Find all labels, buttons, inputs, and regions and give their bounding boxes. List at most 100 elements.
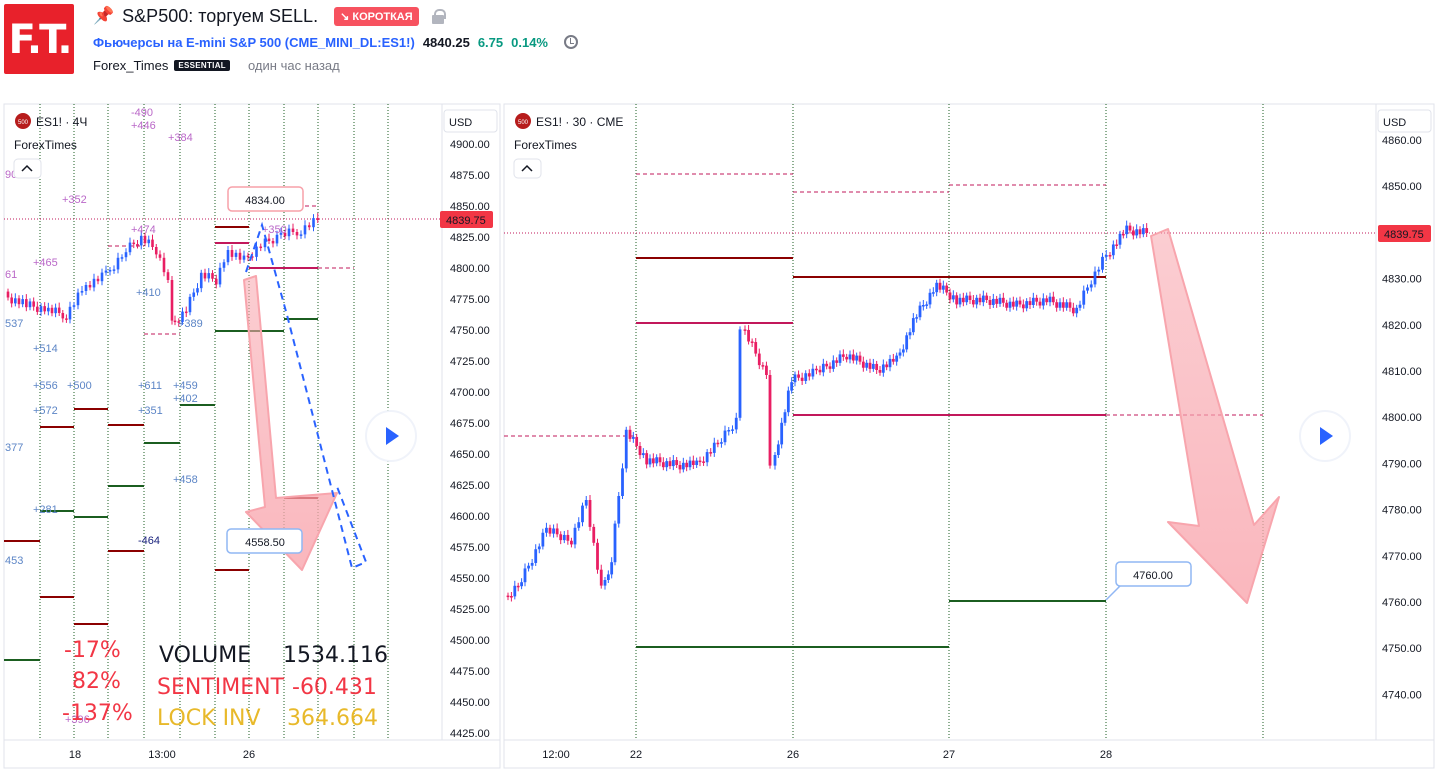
right-candle (918, 305, 922, 318)
right-candle (1025, 301, 1029, 309)
right-candle (562, 534, 566, 541)
right-price-tick-0: 4860.00 (1382, 135, 1422, 147)
right-candle (1035, 297, 1039, 302)
vol-label-5: +556 (33, 380, 58, 392)
left-time-axis[interactable]: 18 13:00 26 (69, 749, 255, 761)
title-row: 📌 S&P500: торгуем SELL. ↘ КОРОТКАЯ (93, 5, 446, 27)
right-candle (734, 417, 738, 430)
right-candle (895, 355, 899, 362)
left-candle (295, 232, 299, 236)
left-price-tick-6: 4750.00 (450, 325, 490, 337)
left-candle (214, 278, 218, 285)
right-candle (577, 522, 581, 528)
right-candle (720, 442, 723, 444)
left-collapse-button[interactable] (13, 158, 42, 179)
author-logo[interactable]: F.T. (4, 4, 74, 74)
right-candle (651, 458, 655, 464)
right-currency-button[interactable]: USD (1377, 109, 1432, 133)
right-candle (635, 436, 639, 446)
left-candle (166, 272, 170, 280)
volume-value: 1534.116 (283, 643, 388, 668)
right-candle (908, 332, 912, 336)
right-candle (804, 373, 808, 381)
left-candle (218, 267, 222, 285)
left-play-button[interactable] (365, 410, 417, 462)
left-candle (128, 242, 132, 253)
left-dashed-path[interactable] (245, 221, 368, 570)
left-price-tick-16: 4500.00 (450, 635, 490, 647)
left-target-bottom[interactable]: 4558.50 (226, 528, 303, 554)
right-candle (1075, 307, 1079, 314)
vol-label-10: +572 (33, 405, 58, 417)
left-currency-button[interactable]: USD (443, 109, 498, 133)
left-price-axis[interactable]: 4900.00 4875.00 4850.00 4825.00 4800.00 4775.… (450, 139, 490, 740)
clock-icon[interactable] (564, 35, 578, 49)
left-price-tick-17: 4475.00 (450, 666, 490, 678)
left-target-top[interactable]: 4834.00 (227, 186, 304, 212)
right-candle (845, 356, 849, 360)
right-candle (1068, 302, 1072, 308)
charts-area: +352 +465 +410 +514 +556 +500 +611 +459 … (3, 103, 1435, 769)
right-candle (988, 300, 992, 305)
right-candle (685, 462, 689, 468)
left-chart[interactable]: +352 +465 +410 +514 +556 +500 +611 +459 … (3, 103, 501, 769)
symbol-link[interactable]: Фьючерсы на E-mini S&P 500 (CME_MINI_DL:… (93, 34, 415, 50)
left-price-tick-12: 4600.00 (450, 511, 490, 523)
vol-label-20: +350 (262, 224, 287, 236)
right-candle (1125, 225, 1129, 235)
left-candle (28, 301, 32, 308)
right-candle (530, 562, 534, 566)
right-candle (665, 461, 669, 468)
right-levels (636, 257, 1106, 648)
left-candle (226, 250, 230, 263)
right-candle (995, 298, 999, 304)
left-candle (120, 257, 124, 259)
right-candle (851, 354, 855, 361)
right-time-axis[interactable]: 12:00 22 26 27 28 (542, 749, 1112, 761)
right-target-label[interactable]: 4760.00 (1105, 561, 1192, 601)
right-candle (661, 462, 665, 468)
right-chart[interactable]: 4760.00 500 ES1! · 30 · CME ForexTimes 4… (503, 103, 1435, 769)
right-candle (925, 304, 929, 306)
sentiment-value: -60.431 (292, 675, 377, 700)
author-name[interactable]: Forex_Times (93, 58, 169, 73)
svg-text:500: 500 (18, 120, 29, 126)
right-collapse-button[interactable] (513, 158, 542, 179)
left-candle (173, 320, 177, 323)
pin-icon: 📌 (93, 6, 115, 25)
right-candle (878, 370, 882, 373)
left-candle (54, 307, 57, 314)
right-price-axis[interactable]: 4860.004850.004840.004830.004820.004810.… (1382, 135, 1422, 701)
right-candle (599, 569, 603, 586)
right-symbol[interactable]: ES1! · 30 · CME (536, 115, 623, 129)
right-candle (931, 292, 935, 294)
left-candle (271, 241, 275, 244)
left-candle (222, 262, 226, 268)
right-candle (1028, 301, 1032, 305)
right-candle (678, 465, 682, 470)
vol-label-3: +410 (136, 287, 161, 299)
right-candle (727, 430, 731, 432)
left-candle (192, 292, 196, 297)
right-candle (1038, 301, 1042, 306)
left-candle (238, 252, 242, 260)
right-candle (621, 468, 624, 496)
left-candle (65, 318, 68, 320)
left-candle (76, 292, 80, 306)
target-top-label: 4834.00 (245, 195, 285, 207)
right-play-button[interactable] (1299, 410, 1351, 462)
left-symbol[interactable]: ES1! · 4Ч (36, 115, 87, 129)
right-time-3: 27 (943, 749, 955, 761)
right-candle (671, 460, 675, 467)
vol-label-12: +458 (173, 474, 198, 486)
left-down-arrow[interactable] (243, 275, 338, 571)
right-candle (1135, 229, 1139, 236)
left-candle (242, 255, 246, 260)
right-down-arrow[interactable] (1150, 228, 1280, 604)
right-symbol-logo-icon (515, 113, 531, 129)
left-candle (88, 285, 92, 288)
left-price-tick-2: 4850.00 (450, 201, 490, 213)
left-candle (312, 218, 315, 228)
right-candle (1078, 304, 1082, 308)
right-candle (1086, 287, 1089, 291)
